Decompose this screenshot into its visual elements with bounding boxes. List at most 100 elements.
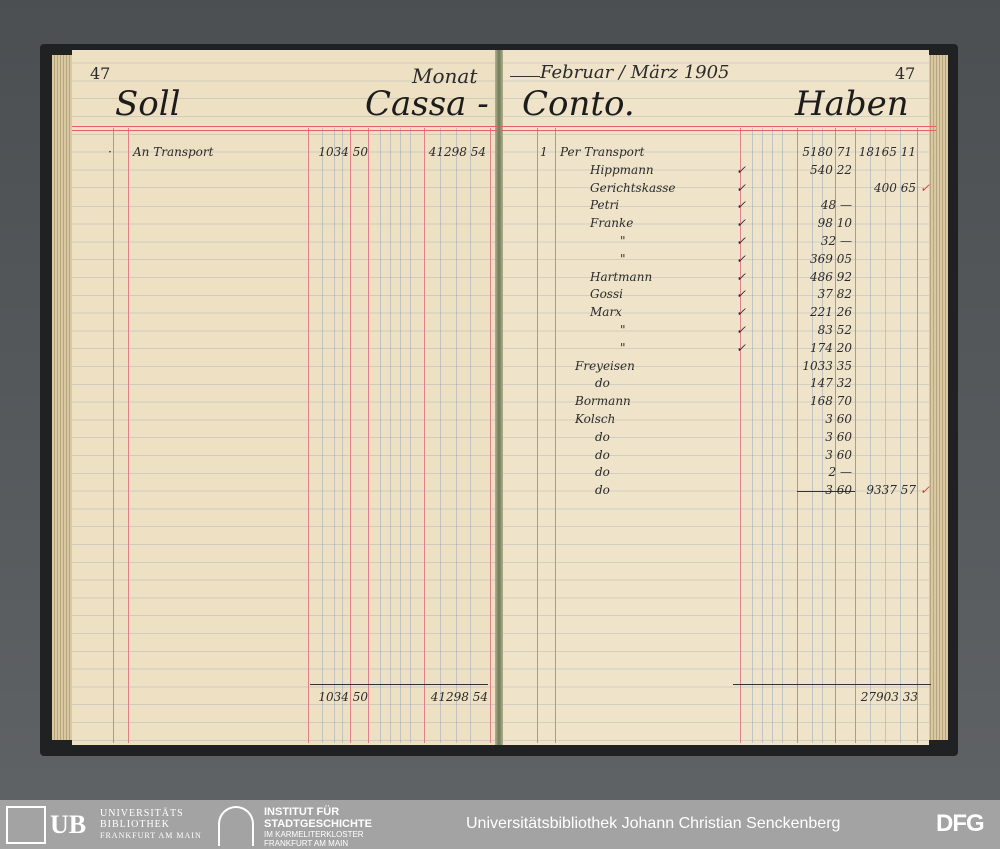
blue-column-rule (390, 128, 391, 743)
red-column-rule (537, 128, 538, 743)
blue-column-rule (400, 128, 401, 743)
entry-checkmark: ✓ (736, 269, 747, 284)
entry-checkmark: ✓ (736, 251, 747, 266)
entry-checkmark: ✓ (736, 340, 747, 355)
dfg-logo: DFG (936, 810, 985, 837)
entry-name: " (620, 251, 626, 266)
blue-column-rule (870, 128, 871, 743)
entry-name: Per Transport (560, 145, 645, 159)
page-edges-left (52, 55, 72, 740)
total-left-1: 1034 50 (318, 690, 368, 704)
entry-name: Kolsch (575, 412, 616, 426)
entry-amount: 98 10 (817, 216, 852, 231)
entry-amount: 147 32 (810, 376, 852, 391)
entry-amount: 3 60 (825, 429, 852, 444)
blue-column-rule (822, 128, 823, 743)
entry-name: Franke (590, 216, 634, 231)
red-column-rule (740, 128, 741, 743)
entry-checkmark: ✓ (736, 162, 747, 177)
monat-dash (510, 76, 540, 77)
total-left-2: 41298 54 (430, 690, 488, 704)
red-column-rule (308, 128, 309, 743)
red-column-rule (797, 128, 798, 743)
blue-column-rule (812, 128, 813, 743)
entry-amount: 3 60 (825, 483, 852, 498)
entry-checkmark: ✓ (736, 234, 747, 248)
blue-column-rule (762, 128, 763, 743)
right-page (501, 50, 929, 745)
title-cassa: Cassa - (365, 84, 489, 124)
red-column-rule (855, 128, 856, 743)
entry-red-checkmark: ✓ (920, 483, 931, 498)
entry-checkmark: ✓ (736, 287, 747, 302)
entry-name: Gerichtskasse (590, 180, 676, 195)
monat-label: Monat (412, 64, 478, 88)
red-column-rule (917, 128, 918, 743)
entry-day: 1 (540, 145, 548, 159)
entry-amount: 48 — (820, 198, 852, 213)
left-entry-text: An Transport (133, 145, 214, 159)
entry-name: do (595, 465, 610, 480)
entry-amount: 369 05 (810, 251, 852, 266)
left-page (72, 50, 497, 745)
blue-column-rule (885, 128, 886, 743)
entry-total: 400 65 (874, 180, 916, 195)
entry-amount: 168 70 (810, 394, 852, 409)
ub-portrait-logo (6, 806, 46, 844)
isg-arch-logo (218, 806, 254, 846)
entry-amount: 3 60 (825, 412, 852, 426)
entry-name: Marx (590, 305, 622, 320)
red-column-rule (350, 128, 351, 743)
blue-column-rule (440, 128, 441, 743)
entry-name: do (595, 376, 610, 391)
total-right: 27903 33 (860, 690, 918, 704)
blue-column-rule (334, 128, 335, 743)
entry-checkmark: ✓ (736, 216, 747, 231)
blue-column-rule (782, 128, 783, 743)
entry-amount: 83 52 (817, 323, 852, 337)
entry-name: " (620, 234, 626, 248)
red-column-rule (368, 128, 369, 743)
isg-line4: FRANKFURT AM MAIN (264, 839, 349, 848)
entry-amount: 486 92 (810, 269, 852, 284)
entry-name: " (620, 323, 626, 337)
entry-total: 9337 57 (866, 483, 916, 498)
entry-amount: 5180 71 (802, 145, 852, 159)
blue-column-rule (752, 128, 753, 743)
footer-bar: UB UNIVERSITÄTS BIBLIOTHEK FRANKFURT AM MA… (0, 800, 1000, 849)
title-conto: Conto. (522, 84, 635, 124)
entry-checkmark: ✓ (736, 180, 747, 195)
entry-amount: 1033 35 (802, 358, 852, 373)
red-header-rule (72, 130, 497, 131)
entry-name: Bormann (575, 394, 631, 409)
page-number-right: 47 (895, 64, 916, 83)
page-edges-right (928, 55, 948, 740)
entry-amount: 32 — (820, 234, 852, 248)
entry-name: do (595, 483, 610, 498)
blue-column-rule (772, 128, 773, 743)
title-soll: Soll (115, 84, 181, 124)
entry-amount: 37 82 (817, 287, 852, 302)
blue-column-rule (900, 128, 901, 743)
red-column-rule (835, 128, 836, 743)
isg-line1: INSTITUT FÜR (264, 806, 340, 818)
red-column-rule (490, 128, 491, 743)
red-column-rule (128, 128, 129, 743)
entry-name: do (595, 447, 610, 462)
red-header-rule (501, 130, 936, 131)
blue-column-rule (342, 128, 343, 743)
entry-checkmark: ✓ (736, 198, 747, 213)
entry-checkmark: ✓ (736, 305, 747, 320)
entry-name: do (595, 429, 610, 444)
total-line-right (733, 684, 931, 685)
entry-total: 18165 11 (858, 145, 916, 159)
red-column-rule (113, 128, 114, 743)
entry-name: Freyeisen (575, 358, 635, 373)
red-header-rule (501, 126, 936, 127)
blue-column-rule (380, 128, 381, 743)
total-line-left (310, 684, 488, 685)
entry-checkmark: ✓ (736, 323, 747, 337)
entry-amount: 2 — (828, 465, 852, 480)
blue-column-rule (322, 128, 323, 743)
entry-name: Hartmann (590, 269, 653, 284)
